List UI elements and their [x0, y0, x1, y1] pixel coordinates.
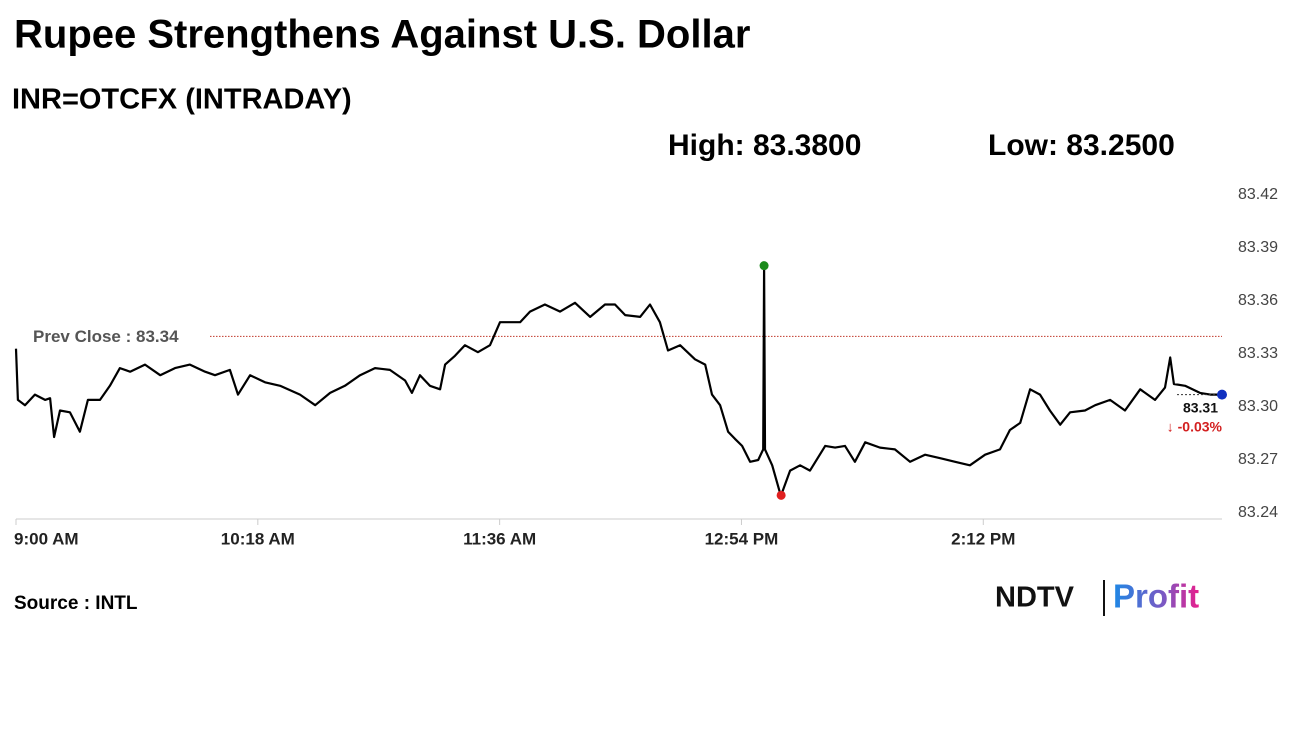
- x-tick-label: 9:00 AM: [14, 529, 79, 548]
- x-tick-label: 12:54 PM: [705, 529, 779, 548]
- x-tick-label: 11:36 AM: [463, 529, 536, 548]
- y-tick-label: 83.42: [1238, 186, 1278, 203]
- y-tick-label: 83.39: [1238, 239, 1278, 256]
- low-label: Low: 83.2500: [988, 129, 1175, 162]
- change-label: ↓ -0.03%: [1167, 418, 1223, 434]
- logo-brand: NDTV: [995, 582, 1075, 614]
- high-marker: [759, 261, 769, 271]
- y-tick-label: 83.30: [1238, 398, 1278, 415]
- price-line: [14, 264, 1222, 497]
- x-tick-label: 10:18 AM: [221, 529, 295, 548]
- chart-title: Rupee Strengthens Against U.S. Dollar: [14, 13, 750, 57]
- x-tick-label: 2:12 PM: [951, 529, 1015, 548]
- prev-close-label: Prev Close : 83.34: [33, 327, 179, 346]
- logo-product: Profit: [1113, 578, 1199, 615]
- last-value-label: 83.31: [1183, 399, 1218, 415]
- high-label: High: 83.3800: [668, 129, 861, 162]
- chart-subtitle: INR=OTCFX (INTRADAY): [12, 84, 352, 116]
- y-tick-label: 83.27: [1238, 451, 1278, 468]
- y-tick-label: 83.33: [1238, 345, 1278, 362]
- source: Source : INTL: [14, 593, 138, 614]
- low-marker: [776, 490, 786, 500]
- last-marker: [1217, 389, 1227, 400]
- y-tick-label: 83.24: [1238, 504, 1278, 521]
- y-tick-label: 83.36: [1238, 292, 1278, 309]
